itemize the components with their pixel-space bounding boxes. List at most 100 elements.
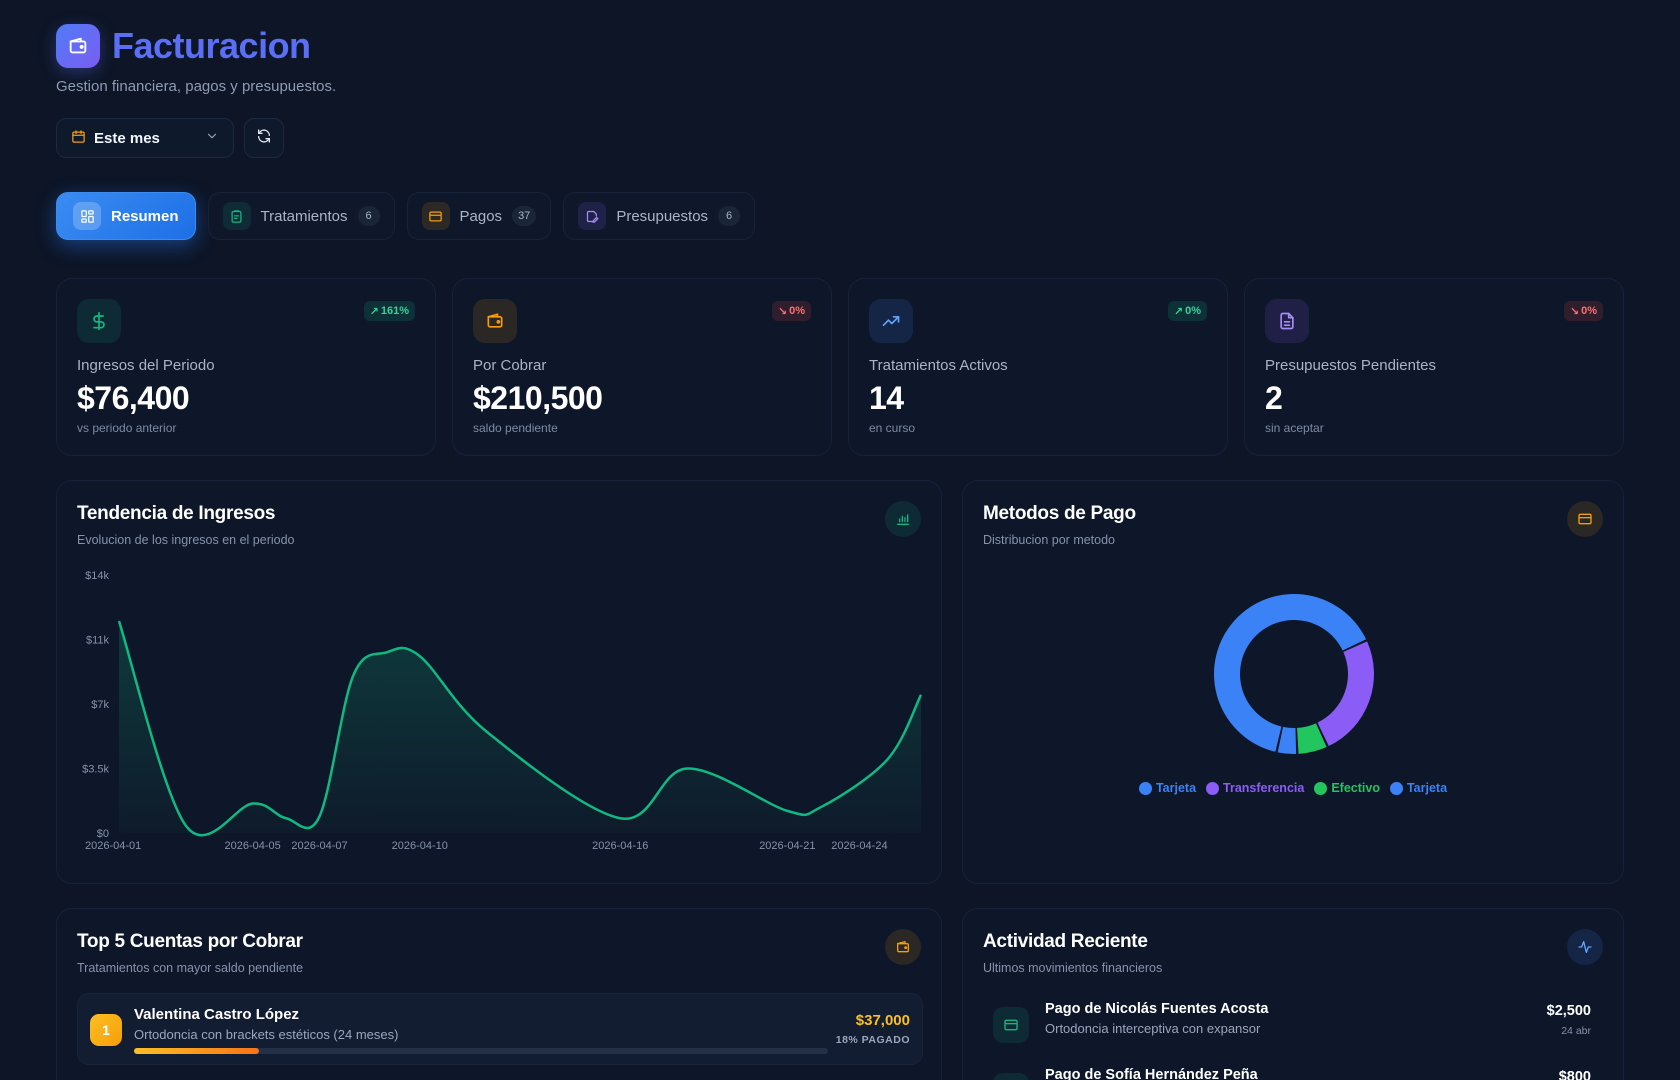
- stat-card-tratamientos: ↗ 0% Tratamientos Activos 14 en curso: [848, 278, 1228, 456]
- credit-card-icon: [993, 1073, 1029, 1080]
- list-item[interactable]: Pago de Sofía Hernández Peña $800: [983, 1067, 1605, 1080]
- stat-card-por-cobrar: ↘ 0% Por Cobrar $210,500 saldo pendiente: [452, 278, 832, 456]
- y-tick-label: $0: [97, 828, 109, 840]
- legend-swatch: [1206, 781, 1220, 795]
- page-header: Facturacion Gestion financiera, pagos y …: [56, 24, 336, 95]
- chevron-down-icon: [205, 129, 219, 147]
- x-tick-label: 2026-04-21: [759, 840, 815, 852]
- arrow-down-right-icon: ↘: [1569, 305, 1580, 318]
- area-fill: [119, 621, 921, 836]
- payment-methods-panel: Metodos de Pago Distribucion por metodo …: [962, 480, 1624, 884]
- activity-amount: $800: [1558, 1069, 1591, 1080]
- panel-subtitle: Distribucion por metodo: [983, 533, 1116, 547]
- list-item[interactable]: 1 Valentina Castro López Ortodoncia con …: [77, 993, 923, 1065]
- pie-slice[interactable]: [1297, 723, 1327, 754]
- legend-label: Tarjeta: [1406, 781, 1448, 795]
- activity-amount: $2,500: [1546, 1003, 1591, 1019]
- period-select[interactable]: Este mes: [56, 118, 234, 158]
- activity-title: Pago de Sofía Hernández Peña: [1045, 1067, 1258, 1080]
- payment-progress-bar: [134, 1048, 828, 1054]
- activity-date: 24 abr: [1561, 1025, 1591, 1037]
- bar-chart-icon: [885, 501, 921, 537]
- arrow-up-right-icon: ↗: [1173, 305, 1184, 318]
- legend-entry[interactable]: Tarjeta: [1138, 781, 1197, 795]
- legend-entry[interactable]: Efectivo: [1314, 781, 1380, 795]
- stat-sub: vs periodo anterior: [77, 421, 177, 435]
- top-receivables-panel: Top 5 Cuentas por Cobrar Tratamientos co…: [56, 908, 942, 1080]
- wallet-icon: [885, 929, 921, 965]
- panel-subtitle: Ultimos movimientos financieros: [983, 961, 1163, 975]
- trend-badge: ↘ 0%: [1563, 301, 1603, 321]
- x-tick-label: 2026-04-24: [831, 840, 887, 852]
- legend-entry[interactable]: Tarjeta: [1389, 781, 1448, 795]
- payment-progress-fill: [134, 1048, 259, 1054]
- page-title: Facturacion: [112, 25, 311, 66]
- tab-presupuestos[interactable]: Presupuestos 6: [563, 192, 756, 240]
- legend-entry[interactable]: Transferencia: [1206, 781, 1304, 795]
- arrow-up-right-icon: ↗: [369, 305, 379, 318]
- tab-tratamientos[interactable]: Tratamientos 6: [207, 192, 395, 240]
- credit-card-icon: [993, 1007, 1029, 1043]
- wallet-icon: [56, 24, 100, 68]
- refresh-icon: [256, 128, 272, 149]
- tab-resumen[interactable]: Resumen: [56, 192, 196, 240]
- stat-cards: ↗ 161% Ingresos del Periodo $76,400 vs pe…: [56, 278, 1624, 456]
- toolbar: Este mes: [56, 118, 284, 158]
- tab-label: Presupuestos: [616, 207, 709, 225]
- wallet-icon: [473, 299, 517, 343]
- legend-swatch: [1389, 781, 1403, 795]
- stat-card-presupuestos: ↘ 0% Presupuestos Pendientes 2 sin acepta…: [1244, 278, 1624, 456]
- y-tick-label: $3.5k: [82, 764, 109, 776]
- activity-icon: [1567, 929, 1603, 965]
- tab-label: Resumen: [111, 207, 179, 225]
- stat-label: Presupuestos Pendientes: [1265, 357, 1436, 374]
- credit-card-icon: [421, 202, 450, 230]
- activity-title: Pago de Nicolás Fuentes Acosta: [1045, 1001, 1269, 1017]
- credit-card-icon: [1567, 501, 1603, 537]
- stat-card-ingresos: ↗ 161% Ingresos del Periodo $76,400 vs pe…: [56, 278, 436, 456]
- income-trend-chart: $0 $3.5k $7k $11k $14k 2026-04-01 2026-04-05 2…: [82, 570, 923, 852]
- x-tick-label: 2026-04-10: [392, 840, 448, 852]
- stat-value: 2: [1265, 380, 1283, 416]
- panel-subtitle: Evolucion de los ingresos en el periodo: [77, 533, 295, 547]
- panel-title: Top 5 Cuentas por Cobrar: [77, 931, 303, 952]
- calendar-icon: [71, 129, 86, 148]
- trend-badge: ↘ 0%: [771, 301, 811, 321]
- panel-subtitle: Tratamientos con mayor saldo pendiente: [77, 961, 304, 975]
- stat-value: $76,400: [77, 380, 190, 416]
- stat-label: Por Cobrar: [473, 357, 547, 374]
- activity-desc: Ortodoncia interceptiva con expansor: [1045, 1021, 1261, 1036]
- x-tick-label: 2026-04-07: [291, 840, 347, 852]
- tab-pagos[interactable]: Pagos 37: [406, 192, 552, 240]
- chart-legend: Tarjeta Transferencia Efectivo Tarjeta: [963, 781, 1623, 795]
- pie-slice[interactable]: [1277, 726, 1297, 754]
- treatment-desc: Ortodoncia con brackets estéticos (24 me…: [134, 1027, 399, 1042]
- pie-slice[interactable]: [1317, 641, 1374, 747]
- x-tick-label: 2026-04-05: [225, 840, 281, 852]
- panel-title: Metodos de Pago: [983, 503, 1136, 524]
- y-tick-label: $11k: [86, 635, 110, 647]
- stat-sub: sin aceptar: [1265, 421, 1324, 435]
- list-item[interactable]: Pago de Nicolás Fuentes Acosta Ortodonci…: [983, 1001, 1605, 1057]
- stat-value: $210,500: [473, 380, 603, 416]
- income-trend-panel: Tendencia de Ingresos Evolucion de los i…: [56, 480, 942, 884]
- arrow-down-right-icon: ↘: [777, 305, 788, 318]
- stat-sub: en curso: [869, 421, 916, 435]
- x-tick-label: 2026-04-16: [592, 840, 648, 852]
- x-tick-label: 2026-04-01: [85, 840, 141, 852]
- trend-badge: ↗ 161%: [363, 301, 415, 321]
- tab-label: Pagos: [459, 207, 503, 225]
- panel-title: Actividad Reciente: [983, 931, 1148, 952]
- rank-badge: 1: [90, 1014, 122, 1046]
- trending-up-icon: [869, 299, 913, 343]
- panel-title: Tendencia de Ingresos: [77, 503, 276, 524]
- y-tick-label: $7k: [91, 699, 109, 711]
- pie-slice[interactable]: [1214, 594, 1367, 752]
- period-select-value: Este mes: [94, 129, 160, 147]
- stat-sub: saldo pendiente: [473, 421, 558, 435]
- refresh-button[interactable]: [244, 118, 284, 158]
- legend-label: Tarjeta: [1155, 781, 1197, 795]
- trend-badge: ↗ 0%: [1167, 301, 1207, 321]
- tab-count-badge: 37: [512, 206, 537, 226]
- edit-document-icon: [578, 202, 607, 230]
